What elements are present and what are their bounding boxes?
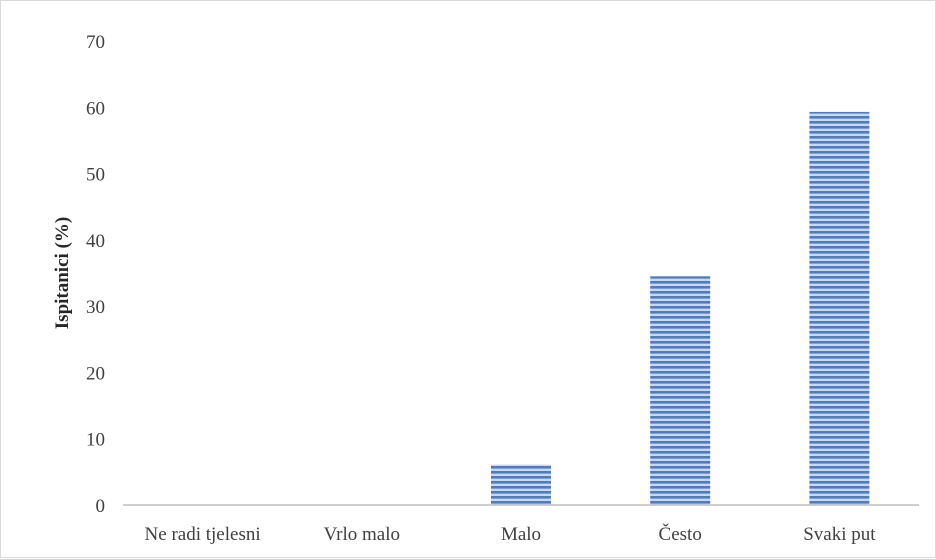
bars — [491, 111, 870, 505]
y-tick-label: 0 — [96, 496, 106, 517]
y-tick-label: 50 — [86, 165, 105, 186]
y-axis-label: Ispitanici (%) — [52, 217, 73, 329]
x-category-label: Svaki put — [803, 524, 876, 545]
bar — [491, 464, 551, 505]
y-tick-label: 30 — [86, 297, 105, 318]
x-category-label: Malo — [501, 524, 541, 545]
y-tick-label: 70 — [86, 32, 105, 53]
bar — [650, 276, 711, 505]
y-tick-label: 40 — [86, 231, 105, 252]
x-category-label: Često — [659, 523, 702, 545]
y-tick-label: 60 — [86, 98, 105, 119]
y-tick-labels: 0 10 20 30 40 50 60 70 — [86, 32, 105, 517]
bar — [809, 111, 870, 505]
x-category-labels: Ne radi tjelesni Vrlo malo Malo Često Svaki … — [145, 523, 877, 545]
y-tick-label: 10 — [86, 430, 105, 451]
x-category-label: Vrlo malo — [324, 524, 400, 545]
y-tick-label: 20 — [86, 363, 105, 384]
x-category-label: Ne radi tjelesni — [145, 524, 261, 545]
